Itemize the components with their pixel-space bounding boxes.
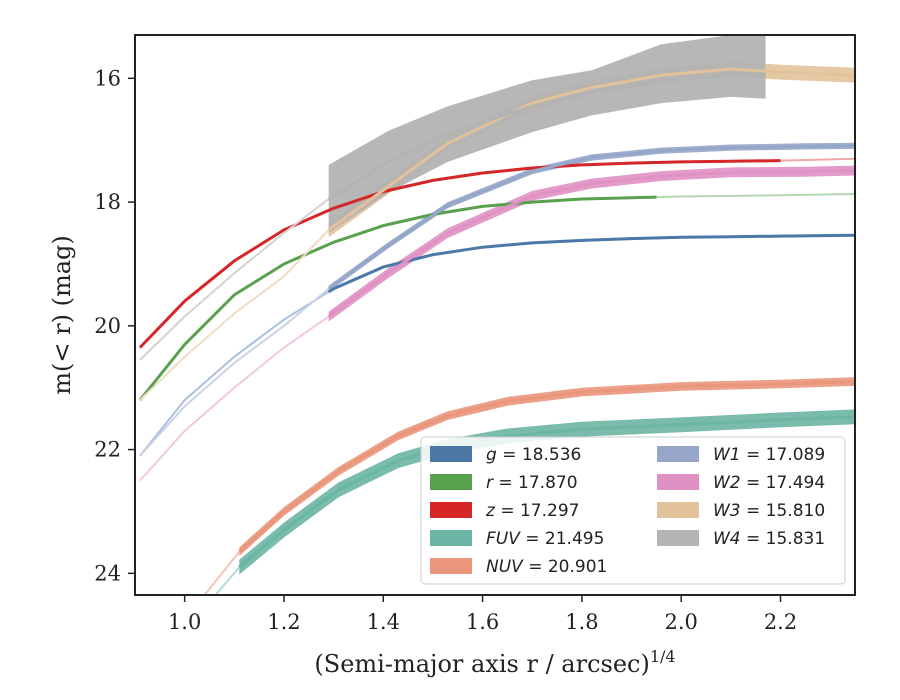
series-nuv-line	[238, 380, 855, 553]
y-tick-label: 22	[94, 438, 121, 462]
series-r-extrapolation	[139, 193, 855, 401]
legend-swatch-r	[430, 474, 472, 490]
y-tick-label: 24	[94, 561, 121, 585]
legend-label-w3: W3 = 15.810	[713, 501, 825, 521]
series-fuv-band	[239, 409, 855, 575]
x-axis-label: (Semi-major axis r / arcsec)1/4	[314, 647, 675, 678]
x-tick-label: 1.8	[565, 610, 598, 634]
series-w4-band	[328, 35, 766, 233]
legend-box	[420, 436, 846, 585]
legend: g = 18.536 r = 17.870 z = 17.297 FUV = 21.4…	[420, 436, 846, 585]
legend-label-w4: W4 = 15.831	[713, 529, 825, 549]
legend-label-r: r = 17.870	[486, 473, 578, 493]
series-lines	[138, 67, 855, 595]
series-z-band	[140, 159, 781, 349]
series-w2-band	[328, 165, 855, 322]
x-tick-label: 1.6	[466, 610, 499, 634]
x-tick-label: 1.4	[367, 610, 400, 634]
legend-label-w2: W2 = 17.494	[713, 473, 825, 493]
legend-label-z: z = 17.297	[485, 501, 579, 521]
y-axis-label: m(< r) (mag)	[48, 235, 76, 394]
legend-label-fuv: FUV = 21.495	[486, 529, 604, 549]
legend-swatch-g	[430, 446, 472, 462]
y-tick-label: 18	[94, 190, 121, 214]
x-axis: 1.0 1.2 1.4 1.6 1.8 2.0 2.2	[168, 595, 797, 634]
y-axis: 16 18 20 22 24	[94, 66, 135, 585]
x-tick-label: 2.2	[764, 610, 797, 634]
series-w1-band	[328, 142, 855, 292]
legend-swatch-w1	[657, 446, 699, 462]
legend-label-nuv: NUV = 20.901	[486, 557, 607, 577]
legend-swatch-nuv	[430, 558, 472, 574]
series-w2-line	[327, 169, 855, 318]
series-r-line	[138, 195, 657, 402]
legend-swatch-fuv	[430, 530, 472, 546]
x-tick-label: 1.2	[267, 610, 300, 634]
x-tick-label: 1.0	[168, 610, 201, 634]
legend-swatch-z	[430, 502, 472, 518]
x-tick-label: 2.0	[665, 610, 698, 634]
legend-swatch-w3	[657, 502, 699, 518]
legend-label-g: g = 18.536	[486, 445, 581, 465]
series-w3-line	[327, 67, 855, 232]
legend-label-w1: W1 = 17.089	[713, 445, 825, 465]
series-g-line	[327, 233, 855, 294]
series-w1-line	[327, 144, 855, 290]
legend-swatch-w4	[657, 530, 699, 546]
legend-swatch-w2	[657, 474, 699, 490]
y-tick-label: 20	[94, 314, 121, 338]
plot-frame	[134, 34, 856, 596]
series-w1-extrapolation	[139, 144, 855, 457]
y-tick-label: 16	[94, 66, 121, 90]
series-w4-line	[327, 72, 766, 201]
series-z-line	[138, 159, 781, 349]
